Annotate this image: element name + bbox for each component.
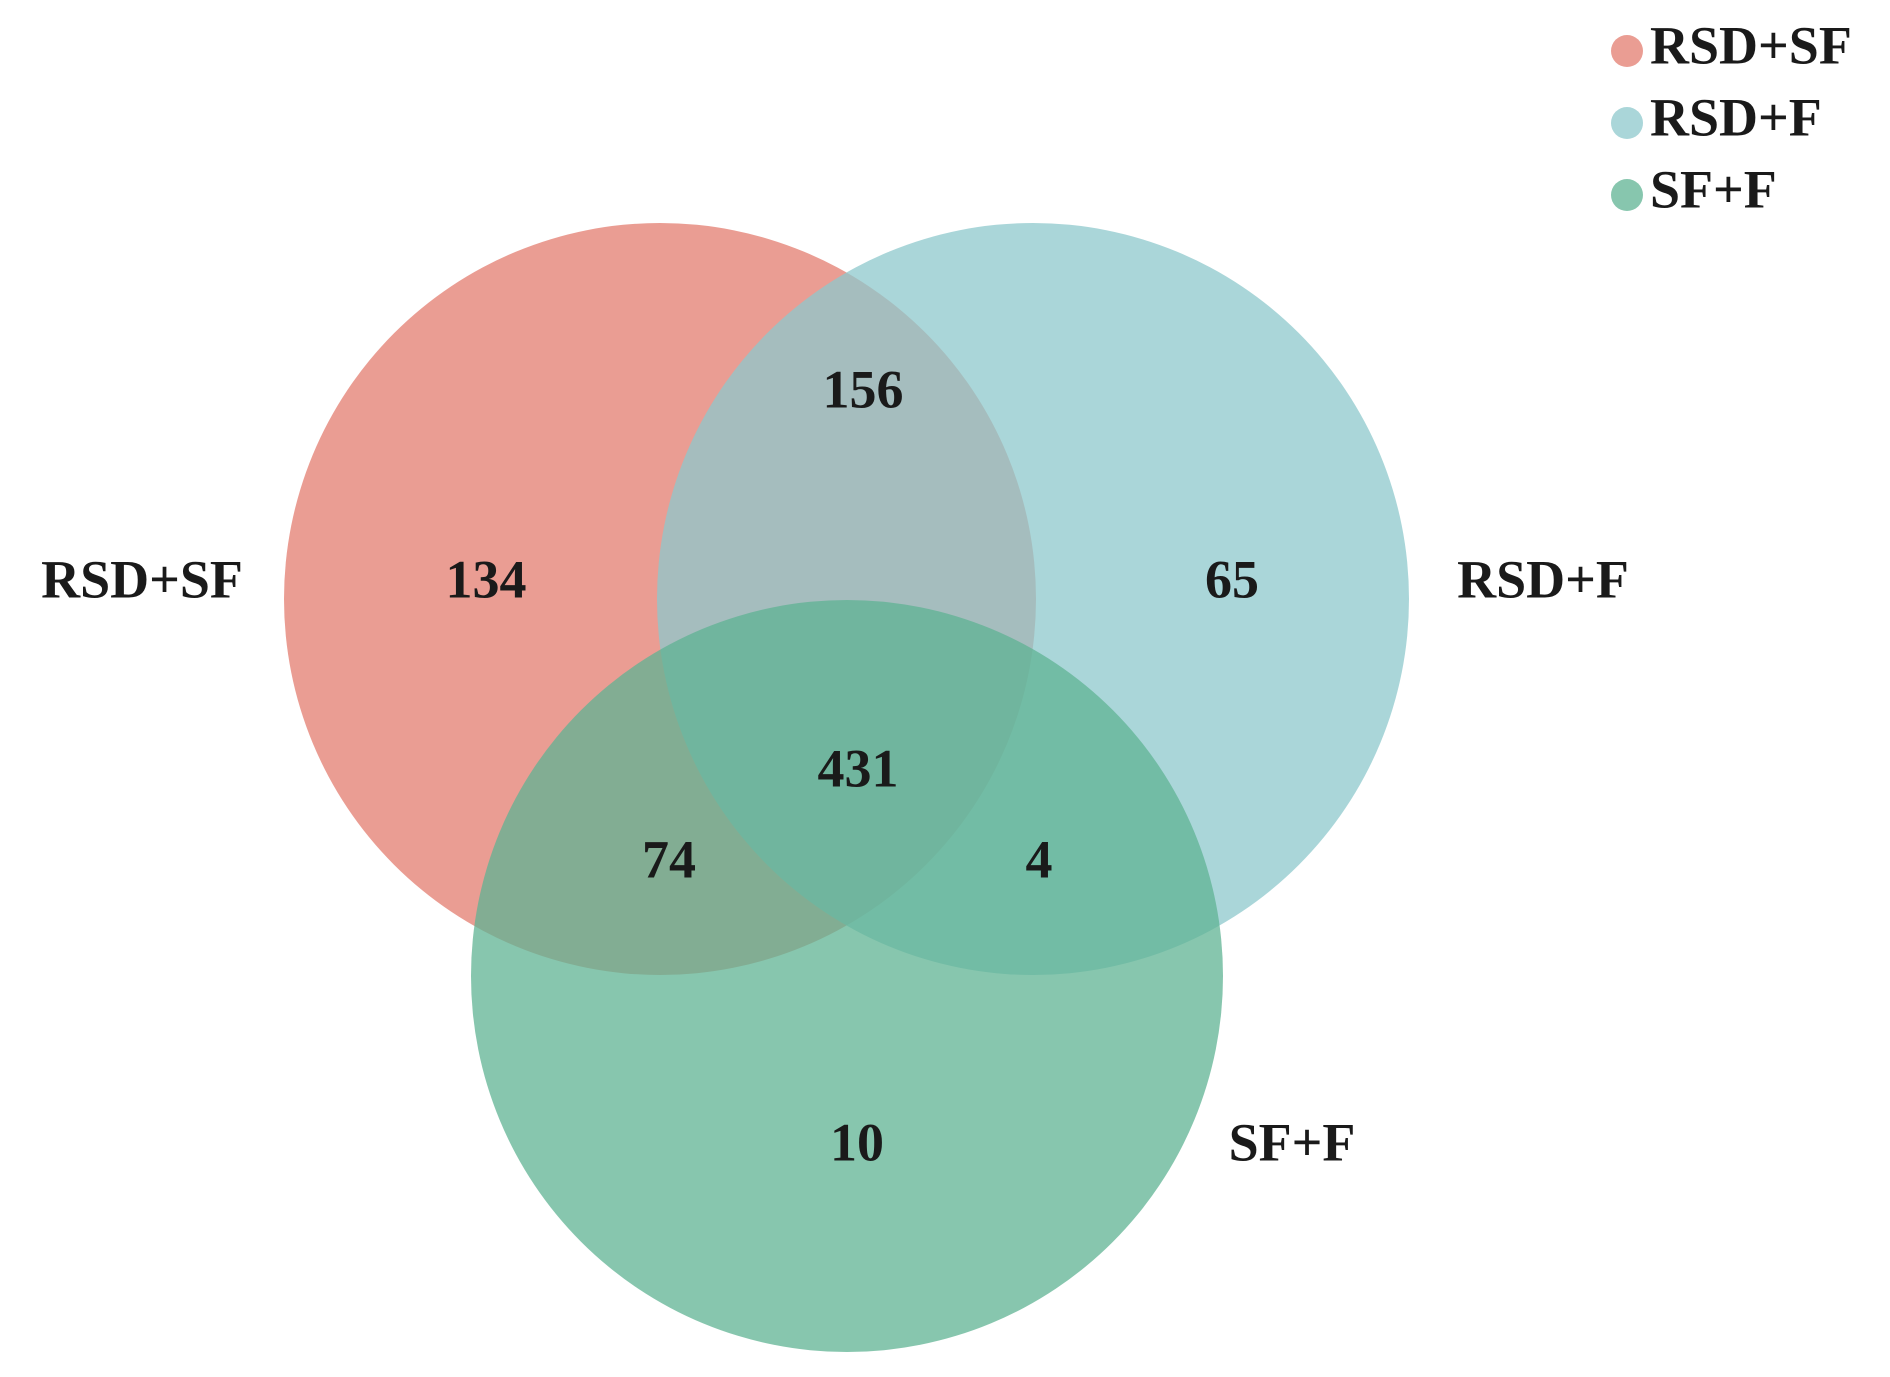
region-value: 431 [818, 738, 899, 798]
legend-label: RSD+SF [1650, 15, 1852, 75]
legend-label: SF+F [1650, 159, 1777, 219]
legend-label: RSD+F [1650, 87, 1822, 147]
legend-marker [1611, 179, 1643, 211]
legend-marker [1611, 35, 1643, 67]
set-label: RSD+SF [41, 549, 243, 609]
region-value: 4 [1026, 829, 1053, 889]
set-circle [471, 600, 1223, 1352]
set-label: SF+F [1229, 1112, 1356, 1172]
set-label: RSD+F [1457, 549, 1629, 609]
region-value: 134 [446, 549, 527, 609]
region-value: 156 [823, 359, 904, 419]
region-value: 65 [1205, 549, 1259, 609]
legend-marker [1611, 107, 1643, 139]
region-value: 10 [830, 1112, 884, 1172]
region-value: 74 [642, 829, 696, 889]
